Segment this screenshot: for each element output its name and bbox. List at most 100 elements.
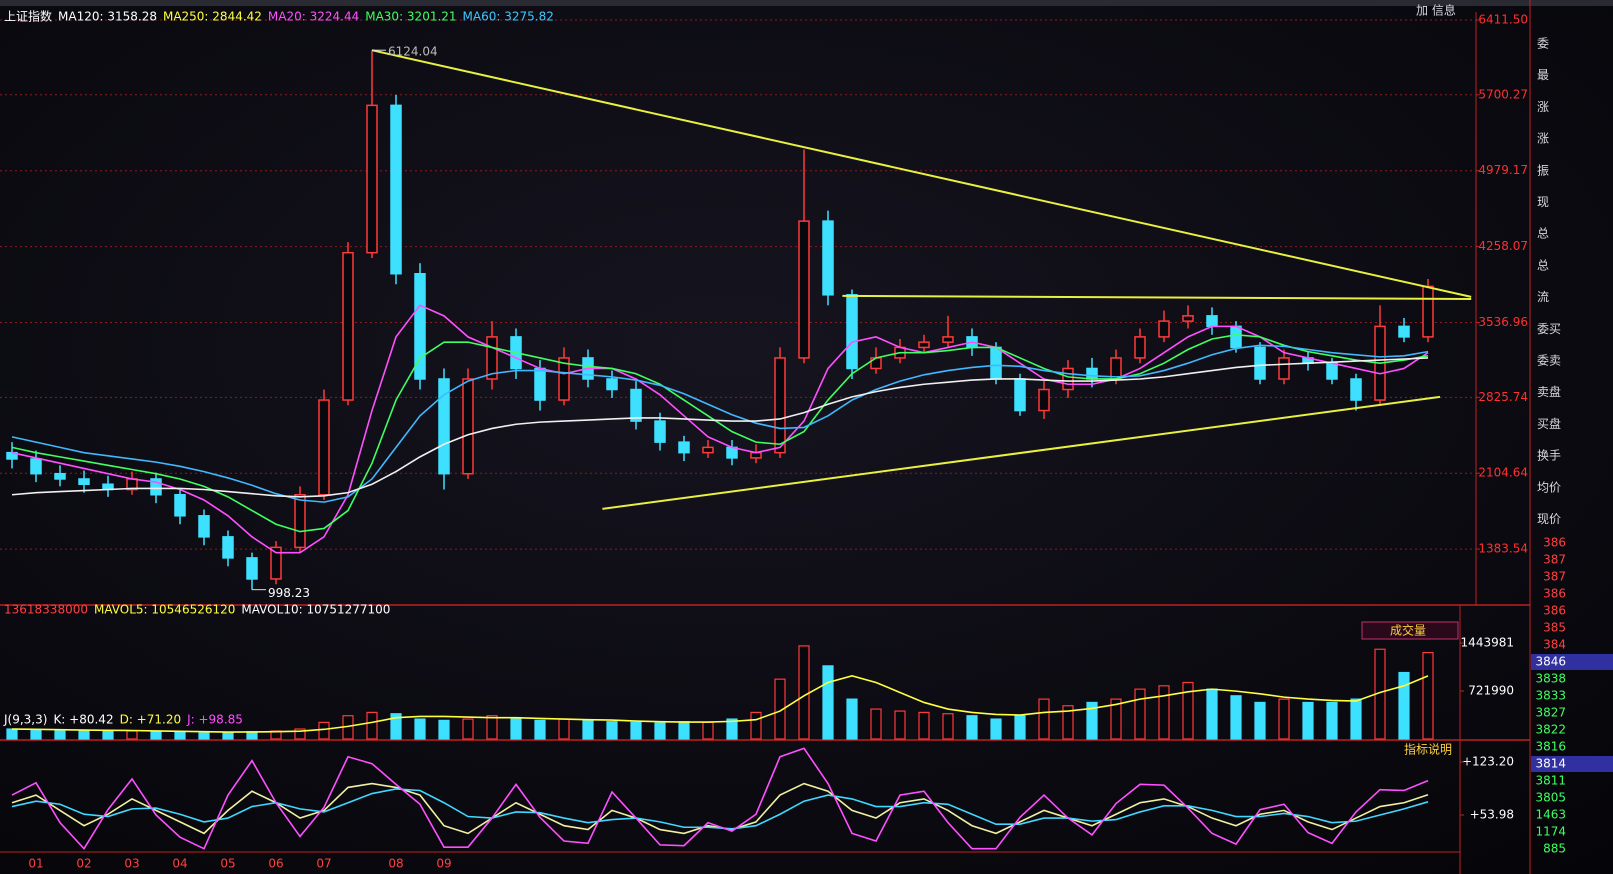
trend-line [842,294,1472,301]
side-number: 3811 [1535,774,1566,788]
volume-bar [198,732,210,740]
volume-bar [894,710,906,740]
legend-entry: MA20: 3224.44 [268,10,359,24]
candle-body [918,341,930,349]
side-label: 卖盘 [1537,384,1561,399]
y-tick-label: 1443981 [1461,635,1514,649]
candle-body [1158,320,1170,338]
candle-body [990,346,1002,380]
candle-body [654,420,666,443]
candle-body [222,536,234,559]
candle-body [942,336,954,343]
candle-body [1182,315,1194,322]
candle-body [1422,285,1434,338]
candle-body [198,515,210,538]
y-tick-label: 721990 [1468,683,1514,697]
volume-bar [1422,651,1434,740]
side-number: 386 [1543,536,1566,550]
candle-body [270,546,282,580]
legend-entry: MAVOL10: 10751277100 [241,603,390,617]
volume-bar [102,729,114,740]
labels: 上证指数 MA120: 3158.28 MA250: 2844.42 MA20: 32… [3,9,1613,871]
volume-bar [318,721,330,740]
price-panel [0,19,1476,590]
side-number: 885 [1543,842,1566,856]
candle-body [390,104,402,275]
volume-bar [990,718,1002,740]
side-number: 387 [1543,553,1566,567]
candle-body [774,357,786,454]
volume-bar [558,718,570,740]
side-number: 3814 [1535,757,1566,771]
y-tick-label: 1383.54 [1478,542,1528,556]
side-label: 流 [1537,290,1549,304]
y-tick-label: +123.20 [1462,754,1514,768]
candle-body [318,399,330,496]
highlight [1531,756,1613,772]
candle-body [534,367,546,401]
x-tick-label: 04 [172,857,187,871]
side-number: 385 [1543,621,1566,635]
volume-bar [846,698,858,740]
side-label: 委买 [1537,322,1561,336]
side-label: 最 [1537,68,1549,82]
annotation: 6124.04 [388,45,438,59]
side-label: 总 [1537,227,1549,241]
y-tick-label: 4979.17 [1478,163,1528,177]
candle-body [1230,325,1242,349]
side-number: 384 [1543,638,1566,652]
x-tick-label: 07 [316,857,331,871]
candle-body [1254,346,1266,380]
volume-bar [366,711,378,740]
candle-body [438,378,450,475]
indicator-line [11,344,1429,503]
side-label: 现价 [1537,512,1561,526]
x-tick-label: 06 [268,857,283,871]
volume-bar [774,678,786,740]
volume-bar [1086,701,1098,740]
legend-entry: K: +80.42 [53,713,113,727]
volume-bar [390,713,402,740]
volume-bar [30,729,42,740]
candle-body [678,441,690,454]
volume-bar [294,728,306,740]
volume-bar [174,731,186,740]
annotation: 998.23 [268,586,310,600]
side-number: 386 [1543,587,1566,601]
volume-bar [726,718,738,740]
candle-body [366,104,378,254]
legend-entry: 13618338000 [4,603,88,617]
side-label: 涨 [1537,131,1549,146]
volume-bar [870,708,882,740]
volume-bar [462,718,474,740]
legend-entry: J(9,3,3) [3,713,47,727]
candle-body [1134,336,1146,359]
candle-body [150,478,162,496]
indicator-line [11,675,1429,733]
volume-bar [918,711,930,740]
side-label: 均价 [1537,480,1561,494]
candle-body [1326,362,1338,380]
side-label: 委 [1537,37,1549,51]
x-tick-label: 08 [388,857,403,871]
legend-entry: MA120: 3158.28 [58,10,157,24]
volume-bar [1230,695,1242,740]
volume-bar [534,719,546,740]
legend-entry: MA250: 2844.42 [163,10,262,24]
candle-body [1278,357,1290,380]
legend-entry: MA30: 3201.21 [365,10,456,24]
badge-box [1361,621,1459,640]
candle-body [558,357,570,401]
candle-body [702,446,714,454]
volume-bar [150,731,162,740]
side-label: 现 [1537,195,1549,209]
indicator-line [11,304,1429,554]
volume-bar [78,730,90,740]
side-label: 振 [1537,163,1549,177]
volume-bar [1398,671,1410,740]
side-number: 3846 [1535,655,1566,669]
volume-bar [678,721,690,740]
candle-body [1110,357,1122,380]
candle-body [846,294,858,370]
